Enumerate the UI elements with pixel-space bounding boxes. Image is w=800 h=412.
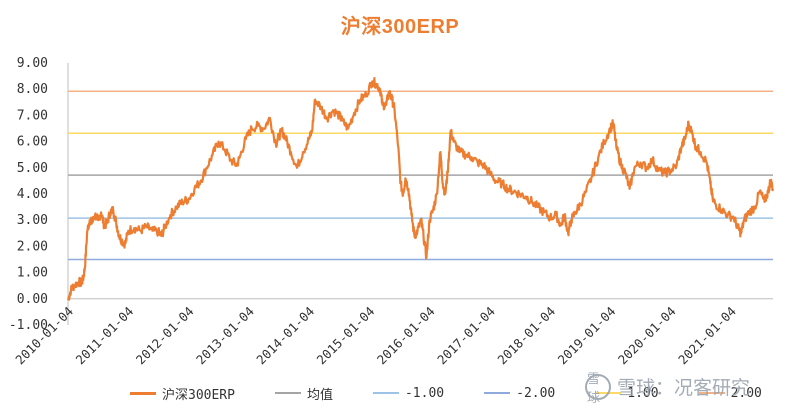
y-tick-label: 9.00 (17, 56, 48, 71)
legend-label-plus1: 1.00 (627, 385, 659, 401)
x-tick-label: 2017-01-04 (434, 304, 498, 368)
series-layer (66, 77, 775, 301)
watermark: 雪球 雪球：况客研究 (585, 372, 751, 406)
legend-label-minus1: -1.00 (404, 385, 445, 401)
legend-swatch-minus2 (484, 392, 511, 394)
y-tick-label: 0.00 (17, 292, 48, 307)
y-tick-label: 7.00 (17, 108, 48, 123)
x-tick-label: 2016-01-04 (374, 304, 438, 368)
y-tick-label: 5.00 (17, 161, 48, 176)
x-tick-label: 2011-01-04 (73, 304, 137, 368)
legend-swatch-plus2 (698, 392, 725, 394)
x-tick-label: 2019-01-04 (555, 304, 619, 368)
x-tick-label: 2020-01-04 (615, 304, 679, 368)
legend-swatch-minus1 (372, 392, 399, 394)
y-tick-label: 3.00 (17, 213, 48, 228)
y-axis-ticks: 9.00 8.00 7.00 6.00 5.00 4.00 3.00 2.00 1.00 0.00… (9, 56, 48, 333)
legend: 沪深300ERP 均值 -1.00 -2.00 1.00 2.00 (130, 383, 762, 403)
snowball-logo-icon: 雪球 (585, 372, 611, 406)
y-tick-label: 8.00 (17, 82, 48, 97)
legend-item-plus2[interactable]: 2.00 (698, 385, 762, 401)
y-tick-label: -1.00 (9, 318, 48, 333)
legend-label-plus2: 2.00 (730, 385, 762, 401)
y-tick-label: 4.00 (17, 187, 48, 202)
legend-item-minus2[interactable]: -2.00 (484, 386, 555, 401)
y-tick-label: 6.00 (17, 135, 48, 150)
watermark-text: 雪球：况客研究 (617, 377, 751, 399)
series-line-erp (66, 77, 775, 301)
legend-label-erp: 沪深300ERP (162, 387, 235, 403)
x-tick-label: 2012-01-04 (133, 304, 197, 368)
x-tick-label: 2010-01-04 (12, 304, 76, 368)
x-tick-label: 2018-01-04 (494, 304, 558, 368)
legend-label-mean: 均值 (306, 387, 333, 403)
y-tick-label: 1.00 (17, 266, 48, 281)
axes-layer (67, 63, 773, 325)
y-tick-label: 2.00 (17, 239, 48, 254)
legend-swatch-erp (130, 391, 156, 395)
legend-item-mean[interactable]: 均值 (274, 384, 333, 403)
x-tick-label: 2014-01-04 (253, 304, 317, 368)
legend-swatch-mean (274, 392, 301, 394)
x-axis-ticks: 2010-01-042011-01-042012-01-042013-01-04… (12, 304, 739, 368)
legend-item-erp[interactable]: 沪深300ERP (130, 384, 235, 403)
chart-title: 沪深300ERP (340, 16, 460, 38)
legend-item-minus1[interactable]: -1.00 (372, 385, 445, 401)
x-tick-label: 2021-01-04 (675, 304, 739, 368)
x-tick-label: 2015-01-04 (314, 304, 378, 368)
legend-label-minus2: -2.00 (516, 385, 556, 401)
x-tick-label: 2013-01-04 (193, 304, 257, 368)
